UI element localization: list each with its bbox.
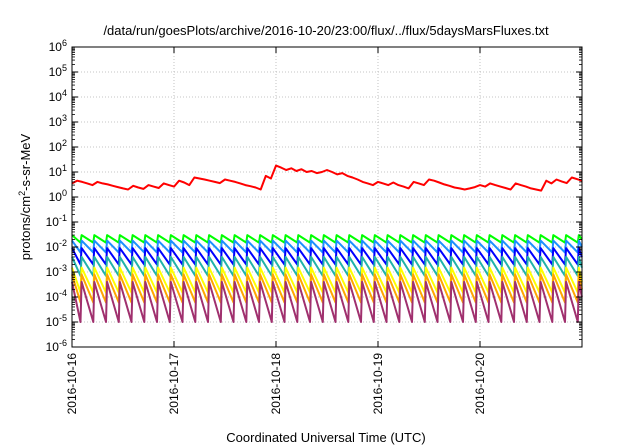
x-ticks: 2016-10-16 2016-10-17 2016-10-18 2016-10-19… [65, 47, 487, 414]
y-tick-label: 10-6 [46, 338, 67, 354]
y-axis-label: protons/cm2-s-sr-MeV [17, 133, 33, 260]
x-tick-label: 2016-10-16 [65, 353, 79, 415]
y-tick-label: 103 [49, 113, 67, 129]
x-tick-label: 2016-10-18 [269, 353, 283, 415]
y-tick-label: 105 [49, 63, 67, 79]
y-axis-label-main: protons/cm [18, 196, 33, 260]
chart-title: /data/run/goesPlots/archive/2016-10-20/2… [103, 23, 549, 38]
series-line-8 [71, 280, 583, 323]
x-tick-label: 2016-10-20 [473, 353, 487, 415]
series-line-3 [71, 239, 583, 254]
y-axis-label-sup: 2 [17, 191, 27, 196]
y-tick-label: 10-4 [46, 288, 67, 304]
y-tick-label: 10-1 [46, 213, 67, 229]
series-group [71, 164, 583, 323]
y-axis-label-rest: -s-sr-MeV [18, 133, 33, 190]
grid [71, 47, 582, 347]
y-tick-label: 10-3 [46, 263, 67, 279]
x-tick-label: 2016-10-17 [167, 353, 181, 415]
y-tick-label: 100 [49, 188, 67, 204]
y-tick-label: 102 [49, 138, 67, 154]
y-tick-label: 101 [49, 163, 67, 179]
x-tick-label: 2016-10-19 [371, 353, 385, 415]
x-axis-label: Coordinated Universal Time (UTC) [226, 430, 425, 445]
series-line-5 [71, 255, 583, 277]
series-line-1 [71, 164, 583, 192]
series-line-7 [71, 273, 583, 304]
y-tick-label: 104 [49, 88, 67, 104]
y-tick-label: 10-2 [46, 238, 67, 254]
y-tick-label: 106 [49, 38, 67, 54]
series-line-2 [71, 234, 583, 244]
y-tick-label: 10-5 [46, 313, 67, 329]
y-ticks: 10-6 10-5 10-4 10-3 10-2 10-1 100 101 102 103 104 1… [46, 38, 582, 354]
